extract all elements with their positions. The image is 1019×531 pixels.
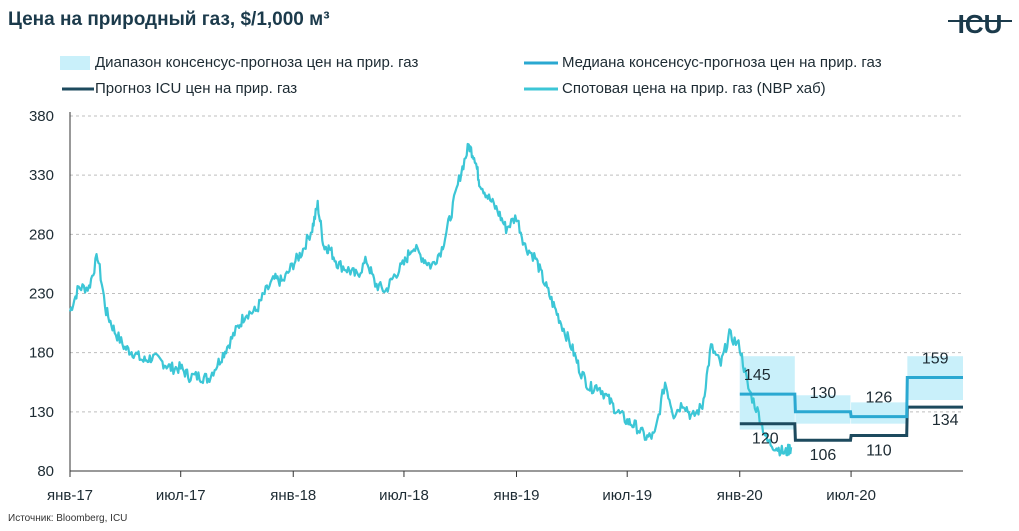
legend-label-icu: Прогноз ICU цен на прир. газ [95, 80, 298, 97]
legend-label-spot: Спотовая цена на прир. газ (NBP хаб) [562, 80, 826, 97]
y-tick-label: 230 [29, 286, 54, 303]
x-tick-label: июл-17 [156, 487, 206, 504]
median-data-label: 130 [810, 385, 837, 402]
icu-data-label: 106 [810, 447, 837, 464]
y-tick-label: 80 [37, 463, 54, 480]
consensus-range-band [851, 402, 907, 424]
icu-logo: ICU [948, 4, 1012, 44]
icu-forecast-line [739, 405, 963, 442]
legend-swatch-band [60, 56, 90, 70]
chart-title: Цена на природный газ, $/1,000 м³ [8, 9, 330, 30]
x-tick-label: июл-19 [602, 487, 652, 504]
x-tick-label: янв-17 [47, 487, 93, 504]
legend-label-median: Медиана консенсус-прогноза цен на прир. … [562, 54, 882, 71]
legend-swatch-median [524, 61, 558, 65]
x-tick-label: июл-20 [826, 487, 876, 504]
consensus-median-line [739, 376, 963, 419]
median-data-label: 159 [922, 351, 949, 368]
legend-swatch-spot [524, 87, 558, 91]
y-tick-label: 180 [29, 345, 54, 362]
spot-price-line [68, 142, 793, 457]
y-tick-label: 380 [29, 108, 54, 125]
y-tick-label: 280 [29, 226, 54, 243]
x-tick-label: июл-18 [379, 487, 429, 504]
consensus-range-band [795, 395, 851, 424]
icu-data-label: 134 [932, 412, 959, 429]
y-tick-label: 330 [29, 167, 54, 184]
median-data-label: 126 [866, 390, 893, 407]
consensus-range-band [739, 356, 795, 430]
legend-swatch-icu [62, 87, 94, 91]
consensus-range-band [907, 356, 963, 400]
x-tick-label: янв-19 [493, 487, 539, 504]
x-tick-label: янв-20 [717, 487, 763, 504]
x-tick-label: янв-18 [270, 487, 316, 504]
median-data-label: 145 [744, 367, 771, 384]
logo-text: ICU [958, 9, 1003, 39]
icu-data-label: 110 [866, 443, 892, 460]
icu-data-label: 120 [752, 431, 779, 448]
source-note: Источник: Bloomberg, ICU [8, 513, 128, 524]
legend-label-band: Диапазон консенсус-прогноза цен на прир.… [95, 54, 419, 71]
y-tick-label: 130 [29, 404, 54, 421]
